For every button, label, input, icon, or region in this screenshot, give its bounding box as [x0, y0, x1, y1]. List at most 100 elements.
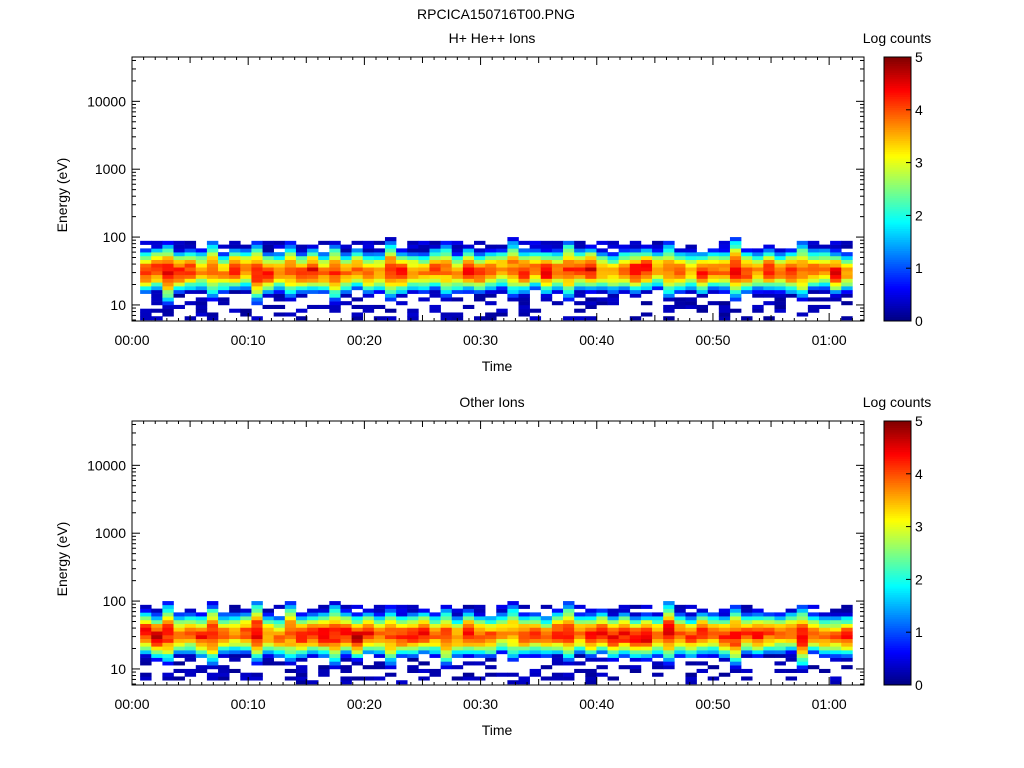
- heatmap-cell: [707, 263, 720, 268]
- heatmap-cell: [206, 286, 219, 291]
- heatmap-cell: [807, 650, 820, 655]
- heatmap-cell: [474, 274, 486, 279]
- heatmap-cell: [774, 627, 786, 632]
- heatmap-cell: [674, 286, 686, 291]
- heatmap-cell: [173, 619, 185, 624]
- heatmap-cell: [162, 297, 174, 302]
- heatmap-cell: [329, 255, 341, 260]
- heatmap-cell: [295, 612, 308, 617]
- heatmap-cell: [262, 267, 274, 272]
- colorbar-swatch: [884, 427, 911, 431]
- heatmap-cell: [674, 631, 686, 636]
- heatmap-cell: [818, 297, 831, 302]
- heatmap-cell: [240, 244, 252, 249]
- heatmap-cell: [830, 255, 842, 260]
- heatmap-cell: [640, 653, 653, 658]
- x-tick-label: 00:30: [463, 696, 498, 712]
- heatmap-cell: [273, 646, 286, 651]
- heatmap-cell: [307, 289, 319, 294]
- heatmap-cell: [251, 274, 263, 279]
- heatmap-cell: [451, 642, 464, 647]
- heatmap-cell: [507, 259, 519, 264]
- heatmap-cell: [652, 631, 664, 636]
- heatmap-cell: [462, 646, 475, 651]
- heatmap-cell: [474, 619, 486, 624]
- heatmap-cell: [585, 259, 597, 264]
- heatmap-cell: [240, 274, 252, 279]
- colorbar-label: Log counts: [863, 30, 932, 46]
- heatmap-cell: [841, 657, 853, 662]
- heatmap-cell: [685, 282, 697, 287]
- heatmap-cell: [206, 676, 219, 681]
- heatmap-cell: [251, 604, 263, 609]
- heatmap-cell: [384, 244, 397, 249]
- heatmap-cell: [841, 619, 853, 624]
- colorbar-swatch: [884, 515, 911, 519]
- heatmap-cell: [674, 259, 686, 264]
- heatmap-cell: [540, 631, 553, 636]
- heatmap-cell: [240, 308, 252, 313]
- heatmap-cell: [807, 282, 820, 287]
- heatmap-cell: [741, 604, 753, 609]
- heatmap-cell: [451, 240, 464, 245]
- x-tick-label: 00:40: [579, 332, 614, 348]
- heatmap-cell: [585, 274, 597, 279]
- heatmap-cell: [674, 267, 686, 272]
- colorbar-swatch: [884, 138, 911, 141]
- heatmap-cell: [629, 646, 642, 651]
- heatmap-cell: [451, 623, 464, 628]
- heatmap-cell: [218, 263, 230, 268]
- heatmap-cell: [485, 623, 497, 628]
- heatmap-cell: [507, 274, 519, 279]
- heatmap-cell: [229, 650, 241, 655]
- heatmap-cell: [373, 278, 386, 283]
- heatmap-cell: [663, 304, 675, 309]
- heatmap-cell: [140, 623, 152, 628]
- heatmap-cell: [818, 623, 831, 628]
- heatmap-cell: [663, 638, 675, 643]
- heatmap-cell: [384, 657, 397, 662]
- heatmap-cell: [674, 301, 686, 306]
- heatmap-cell: [507, 278, 519, 283]
- heatmap-cell: [707, 635, 720, 640]
- heatmap-cell: [351, 661, 364, 666]
- heatmap-cell: [218, 252, 230, 257]
- heatmap-cell: [507, 642, 519, 647]
- heatmap-cell: [329, 650, 341, 655]
- y-axis-label: Energy (eV): [54, 158, 70, 233]
- heatmap-cell: [284, 252, 297, 257]
- heatmap-cell: [440, 627, 453, 632]
- heatmap-cell: [540, 635, 553, 640]
- heatmap-cell: [384, 316, 397, 321]
- heatmap-cell: [184, 668, 197, 673]
- heatmap-cell: [218, 301, 230, 306]
- colorbar-swatch: [884, 577, 911, 580]
- heatmap-cell: [362, 278, 375, 283]
- heatmap-cell: [518, 263, 530, 268]
- heatmap-cell: [396, 286, 408, 291]
- colorbar-swatch: [884, 665, 911, 668]
- heatmap-cell: [629, 665, 642, 670]
- heatmap-cell: [707, 612, 720, 617]
- heatmap-cell: [618, 604, 631, 609]
- heatmap-cell: [629, 255, 642, 260]
- colorbar-swatch: [884, 621, 911, 624]
- heatmap-cell: [707, 255, 720, 260]
- heatmap-cell: [440, 255, 453, 260]
- heatmap-cell: [763, 642, 775, 647]
- heatmap-cell: [373, 665, 386, 670]
- colorbar-swatch: [884, 570, 911, 574]
- heatmap-cell: [763, 650, 775, 655]
- heatmap-cell: [162, 623, 174, 628]
- heatmap-cell: [685, 274, 697, 279]
- heatmap-cell: [195, 282, 208, 287]
- heatmap-cell: [295, 650, 308, 655]
- heatmap-cell: [741, 635, 753, 640]
- heatmap-cell: [652, 248, 664, 253]
- heatmap-cell: [140, 672, 152, 677]
- heatmap-cell: [195, 650, 208, 655]
- heatmap-cell: [618, 623, 631, 628]
- heatmap-cell: [741, 255, 753, 260]
- heatmap-cell: [640, 642, 653, 647]
- heatmap-cell: [229, 308, 241, 313]
